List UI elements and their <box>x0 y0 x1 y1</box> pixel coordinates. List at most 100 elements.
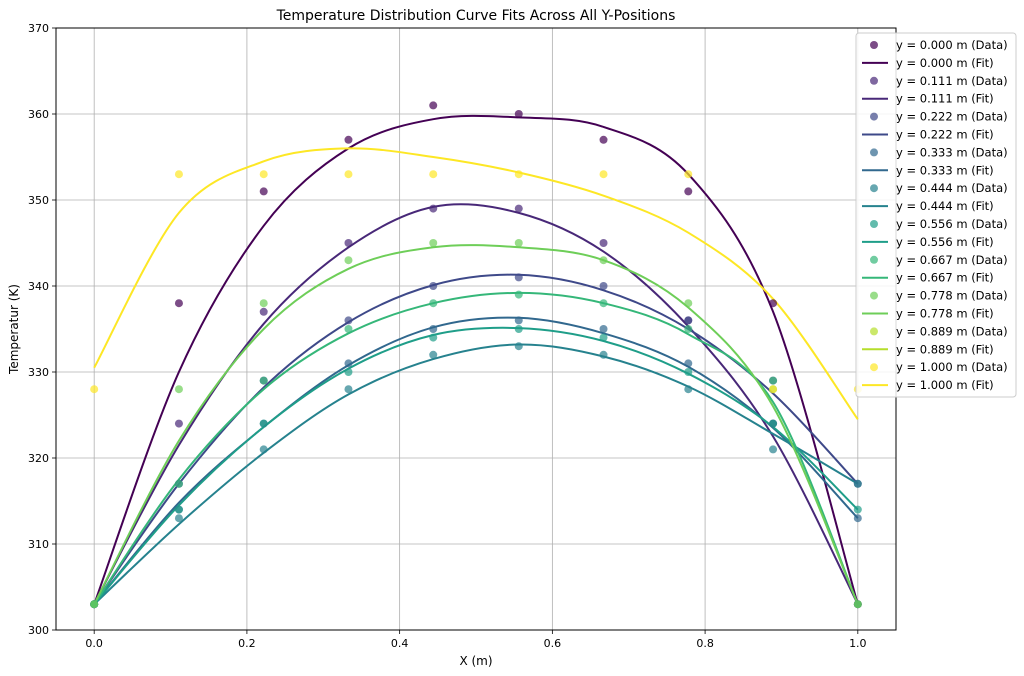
data-point <box>344 385 353 394</box>
data-point <box>599 350 608 359</box>
data-point <box>769 299 778 308</box>
data-point <box>599 170 608 179</box>
data-point <box>684 385 693 394</box>
data-point <box>259 299 268 308</box>
x-tick-label: 0.2 <box>238 637 256 650</box>
data-point <box>174 514 183 523</box>
data-point <box>853 600 862 609</box>
data-point <box>174 479 183 488</box>
data-point <box>684 170 693 179</box>
data-point <box>344 316 353 325</box>
data-point <box>514 316 523 325</box>
data-point <box>429 299 438 308</box>
data-points <box>90 101 862 609</box>
data-point <box>514 325 523 333</box>
legend-label: y = 0.667 m (Data) <box>896 253 1008 267</box>
legend-marker <box>870 112 878 121</box>
legend-label: y = 0.000 m (Fit) <box>896 56 994 70</box>
data-point <box>259 170 268 179</box>
data-point <box>599 256 608 265</box>
data-point <box>429 101 438 110</box>
x-tick-label: 0.4 <box>391 637 409 650</box>
data-point <box>344 170 353 179</box>
legend-marker <box>870 148 878 157</box>
legend: y = 0.000 m (Data) y = 0.000 m (Fit) y = 0… <box>855 32 1017 398</box>
data-point <box>90 600 99 609</box>
data-point <box>514 239 523 247</box>
data-point <box>174 419 183 428</box>
legend-marker <box>870 291 878 300</box>
y-tick-label: 340 <box>28 280 49 293</box>
legend-label: y = 0.556 m (Fit) <box>896 235 994 249</box>
legend-label: y = 1.000 m (Data) <box>896 360 1008 374</box>
y-tick-label: 310 <box>28 538 49 551</box>
data-point <box>259 187 268 196</box>
data-point <box>769 376 778 385</box>
data-point <box>429 239 438 247</box>
data-point <box>514 204 523 213</box>
data-point <box>599 299 608 308</box>
legend-label: y = 0.667 m (Fit) <box>896 271 994 285</box>
data-point <box>344 256 353 265</box>
data-point <box>514 273 523 282</box>
data-point <box>259 445 268 454</box>
data-point <box>599 333 608 342</box>
legend-marker <box>870 76 878 85</box>
fit-curve-1 <box>93 203 859 605</box>
legend-label: y = 0.778 m (Fit) <box>896 307 994 321</box>
legend-marker <box>870 184 878 193</box>
x-axis-label: X (m) <box>459 654 492 668</box>
legend-label: y = 0.556 m (Data) <box>896 217 1008 231</box>
legend-label: y = 0.222 m (Fit) <box>896 128 994 142</box>
fit-curve-9 <box>93 147 859 420</box>
legend-marker <box>870 220 878 228</box>
data-point <box>174 385 183 394</box>
fit-curves <box>93 114 859 605</box>
data-point <box>259 307 268 316</box>
legend-label: y = 0.778 m (Data) <box>896 289 1008 303</box>
legend-marker <box>870 327 878 336</box>
y-axis-label: Temperatur (K) <box>7 284 21 375</box>
data-point <box>853 514 862 523</box>
y-tick-label: 350 <box>28 194 49 207</box>
data-point <box>599 325 608 333</box>
data-point <box>174 505 183 514</box>
data-point <box>429 170 438 179</box>
data-point <box>429 325 438 333</box>
fit-curve-7 <box>93 244 859 605</box>
x-tick-label: 1.0 <box>849 637 867 650</box>
data-point <box>769 419 778 428</box>
legend-label: y = 0.444 m (Fit) <box>896 199 994 213</box>
data-point <box>684 325 693 333</box>
data-point <box>514 342 523 351</box>
data-point <box>684 299 693 308</box>
fit-curve-0 <box>93 114 859 605</box>
x-tick-label: 0.6 <box>544 637 562 650</box>
legend-marker <box>870 41 878 49</box>
data-point <box>344 135 353 144</box>
legend-label: y = 0.000 m (Data) <box>896 38 1008 52</box>
legend-label: y = 0.333 m (Data) <box>896 145 1008 159</box>
data-point <box>684 368 693 376</box>
data-point <box>429 350 438 359</box>
y-tick-label: 300 <box>28 624 49 637</box>
legend-label: y = 0.222 m (Data) <box>896 110 1008 124</box>
data-point <box>853 479 862 488</box>
legend-label: y = 1.000 m (Fit) <box>896 378 994 392</box>
y-tick-label: 320 <box>28 452 49 465</box>
legend-box <box>855 32 1017 398</box>
data-point <box>514 290 523 299</box>
data-point <box>853 505 862 514</box>
data-point <box>769 385 778 394</box>
legend-marker <box>870 255 878 264</box>
data-point <box>599 239 608 247</box>
y-tick-label: 330 <box>28 366 49 379</box>
data-point <box>429 204 438 213</box>
data-point <box>429 333 438 342</box>
data-point <box>344 368 353 376</box>
legend-marker <box>870 363 878 372</box>
fit-curve-2 <box>93 273 859 605</box>
data-point <box>514 170 523 179</box>
x-tick-label: 0.8 <box>696 637 714 650</box>
